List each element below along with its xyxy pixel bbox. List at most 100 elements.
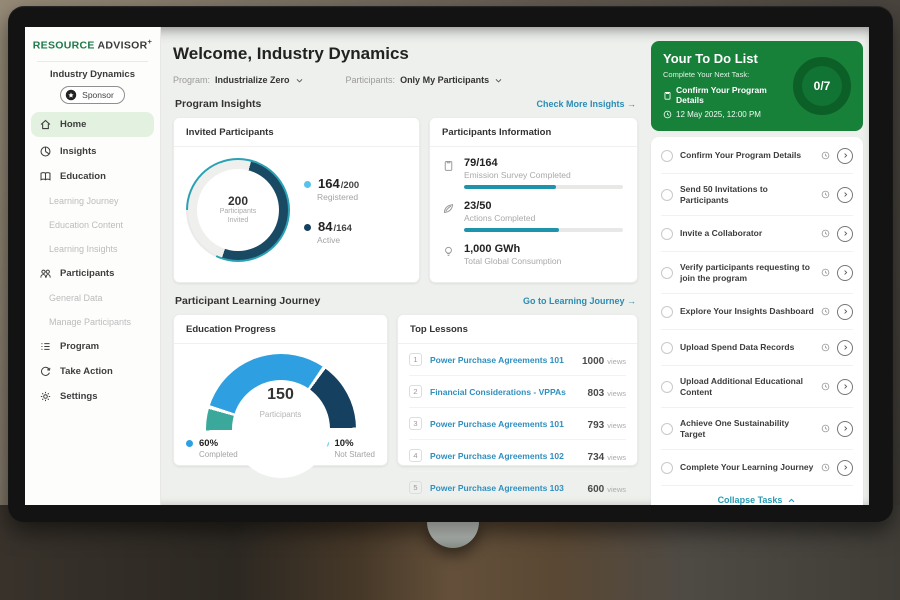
logo-resource: RESOURCE [32, 39, 95, 52]
sponsor-badge: Sponsor [60, 85, 125, 104]
task-open-button[interactable] [837, 378, 853, 395]
clock-icon [821, 343, 830, 352]
lesson-row: 3 Power Purchase Agreements 101 793 views [409, 408, 626, 440]
task-row-upload-educational-content[interactable]: Upload Additional Educational Content [661, 366, 853, 409]
clock-icon [663, 110, 672, 119]
sidebar-item-settings[interactable]: Settings [25, 384, 160, 409]
task-row-explore-insights[interactable]: Explore Your Insights Dashboard [661, 294, 853, 331]
task-row-upload-spend-data[interactable]: Upload Spend Data Records [661, 330, 853, 367]
task-open-button[interactable] [837, 459, 853, 476]
donut-center: 200 Participants Invited [197, 169, 279, 251]
monitor-bezel: RESOURCE ADVISOR+ Industry Dynamics Spon… [8, 6, 893, 522]
sidebar-item-label: Learning Journey [49, 195, 119, 206]
sidebar-item-home[interactable]: Home [31, 111, 154, 137]
learning-journey-header: Participant Learning Journey Go to Learn… [175, 295, 636, 307]
progress-bar [464, 228, 623, 232]
sidebar-item-label: Take Action [60, 365, 113, 377]
sidebar-item-label: Manage Participants [49, 316, 132, 327]
todo-due-date: 12 May 2025, 12:00 PM [663, 110, 793, 119]
sidebar-item-label: Learning Insights [49, 243, 118, 254]
legend-dot [186, 440, 193, 447]
lightbulb-icon [442, 245, 455, 258]
task-open-button[interactable] [837, 303, 853, 320]
lesson-views: 734 views [587, 451, 626, 463]
org-name: Industry Dynamics [50, 68, 135, 80]
task-checkbox[interactable] [661, 422, 673, 435]
task-open-button[interactable] [837, 147, 853, 164]
clock-icon [821, 307, 830, 316]
arrow-right-icon: → [627, 99, 636, 109]
sidebar-item-general-data[interactable]: General Data [25, 286, 160, 310]
sidebar-item-label: Home [60, 118, 87, 130]
task-open-button[interactable] [837, 264, 853, 281]
task-open-button[interactable] [837, 225, 853, 242]
participants-filter[interactable]: Participants: Only My Participants [346, 75, 504, 85]
sidebar-item-take-action[interactable]: Take Action [25, 359, 160, 384]
sidebar-item-manage-participants[interactable]: Manage Participants [25, 310, 160, 334]
participants-information-card: Participants Information 79/164 Emission… [429, 117, 638, 283]
task-open-button[interactable] [837, 420, 853, 437]
todo-progress-value: 0/7 [813, 79, 831, 93]
lesson-row: 4 Power Purchase Agreements 102 734 views [409, 440, 626, 472]
sidebar-item-label: Education [60, 170, 106, 182]
lesson-views: 1000 views [581, 355, 626, 367]
top-lessons-card: Top Lessons 1 Power Purchase Agreements … [397, 314, 638, 495]
sidebar-item-program[interactable]: Program [25, 334, 160, 359]
lesson-rank: 1 [409, 353, 422, 366]
lesson-title-link[interactable]: Power Purchase Agreements 101 [430, 418, 564, 429]
sidebar-item-participants[interactable]: Participants [25, 261, 160, 286]
sidebar-item-education-content[interactable]: Education Content [25, 213, 160, 237]
todo-next-task[interactable]: Confirm Your Program Details [663, 85, 793, 105]
lesson-title-link[interactable]: Power Purchase Agreements 102 [430, 450, 564, 461]
arrow-right-icon: → [627, 296, 636, 306]
task-row-invite-collaborator[interactable]: Invite a Collaborator [661, 216, 853, 253]
sidebar-item-label: Settings [60, 390, 98, 402]
task-checkbox[interactable] [661, 227, 673, 240]
task-row-achieve-sustainability-target[interactable]: Achieve One Sustainability Target [661, 408, 853, 451]
task-checkbox[interactable] [661, 461, 673, 474]
lesson-title-link[interactable]: Power Purchase Agreements 101 [430, 354, 564, 365]
donut-legend: 164/200 Registered 84/164 Active [304, 176, 359, 245]
task-row-confirm-program-details[interactable]: Confirm Your Program Details [661, 138, 853, 174]
clock-icon [821, 190, 830, 199]
task-row-verify-participants[interactable]: Verify participants requesting to join t… [661, 252, 853, 295]
check-more-insights-link[interactable]: Check More Insights → [536, 99, 636, 109]
go-to-learning-journey-link[interactable]: Go to Learning Journey → [522, 296, 636, 306]
task-checkbox[interactable] [661, 266, 673, 279]
task-checkbox[interactable] [661, 380, 673, 393]
participants-filter-value: Only My Participants [400, 75, 490, 85]
program-filter-value: Industrialize Zero [215, 75, 290, 85]
chevron-up-icon [789, 498, 795, 503]
sidebar-item-label: Participants [60, 267, 115, 279]
sidebar-item-insights[interactable]: Insights [25, 139, 160, 164]
task-checkbox[interactable] [661, 341, 673, 354]
lesson-title-link[interactable]: Financial Considerations - VPPAs [430, 386, 566, 397]
todo-progress-ring: 0/7 [793, 57, 851, 115]
legend-active: 84/164 Active [304, 219, 359, 245]
settings-gear-icon [39, 390, 52, 403]
stat-label: Actions Completed [464, 213, 536, 223]
task-checkbox[interactable] [661, 305, 673, 318]
sidebar-item-education[interactable]: Education [25, 164, 160, 189]
task-checkbox[interactable] [661, 188, 673, 201]
education-book-icon [39, 170, 52, 183]
task-row-complete-learning-journey[interactable]: Complete Your Learning Journey [661, 450, 853, 487]
sidebar-item-learning-insights[interactable]: Learning Insights [25, 237, 160, 261]
program-list-icon [39, 340, 52, 353]
education-progress-title: Education Progress [174, 315, 387, 344]
sidebar-item-label: General Data [49, 292, 103, 303]
task-open-button[interactable] [837, 186, 853, 203]
sidebar-item-learning-journey[interactable]: Learning Journey [25, 189, 160, 213]
task-open-button[interactable] [837, 339, 853, 356]
lesson-title-link[interactable]: Power Purchase Agreements 103 [430, 482, 564, 493]
stat-value: 79/164 [464, 157, 498, 169]
legend-registered: 164/200 Registered [304, 176, 359, 202]
task-row-send-invitations[interactable]: Send 50 Invitations to Participants [661, 174, 853, 217]
lesson-row: 2 Financial Considerations - VPPAs 803 vi… [409, 376, 626, 408]
program-filter[interactable]: Program: Industrialize Zero [173, 75, 304, 85]
task-checkbox[interactable] [661, 149, 673, 162]
collapse-tasks-link[interactable]: Collapse Tasks [661, 486, 853, 505]
gauge-center-label: Participants [259, 410, 302, 419]
donut-center-label: Participants Invited [219, 208, 257, 224]
learning-journey-heading: Participant Learning Journey [175, 295, 321, 307]
